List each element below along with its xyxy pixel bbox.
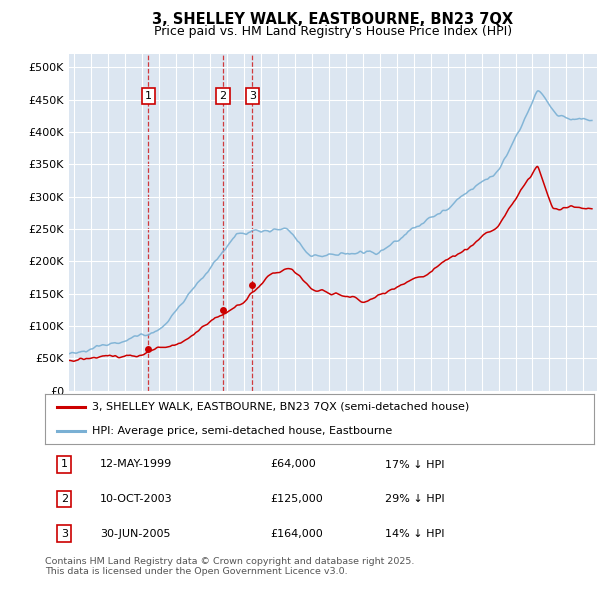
- Text: 2: 2: [220, 91, 227, 101]
- Text: £125,000: £125,000: [270, 494, 323, 504]
- Text: 2: 2: [61, 494, 68, 504]
- Text: 10-OCT-2003: 10-OCT-2003: [100, 494, 173, 504]
- Text: 3, SHELLEY WALK, EASTBOURNE, BN23 7QX: 3, SHELLEY WALK, EASTBOURNE, BN23 7QX: [152, 12, 514, 27]
- Text: 3, SHELLEY WALK, EASTBOURNE, BN23 7QX (semi-detached house): 3, SHELLEY WALK, EASTBOURNE, BN23 7QX (s…: [92, 402, 469, 412]
- Text: 3: 3: [61, 529, 68, 539]
- Text: £64,000: £64,000: [270, 460, 316, 470]
- Text: 12-MAY-1999: 12-MAY-1999: [100, 460, 172, 470]
- Text: 29% ↓ HPI: 29% ↓ HPI: [385, 494, 445, 504]
- Text: 30-JUN-2005: 30-JUN-2005: [100, 529, 170, 539]
- Text: 3: 3: [249, 91, 256, 101]
- Text: 1: 1: [145, 91, 152, 101]
- Text: Price paid vs. HM Land Registry's House Price Index (HPI): Price paid vs. HM Land Registry's House …: [154, 25, 512, 38]
- Text: 1: 1: [61, 460, 68, 470]
- Text: 14% ↓ HPI: 14% ↓ HPI: [385, 529, 445, 539]
- Text: HPI: Average price, semi-detached house, Eastbourne: HPI: Average price, semi-detached house,…: [92, 426, 392, 436]
- Text: Contains HM Land Registry data © Crown copyright and database right 2025.
This d: Contains HM Land Registry data © Crown c…: [45, 557, 415, 576]
- Text: £164,000: £164,000: [270, 529, 323, 539]
- Text: 17% ↓ HPI: 17% ↓ HPI: [385, 460, 445, 470]
